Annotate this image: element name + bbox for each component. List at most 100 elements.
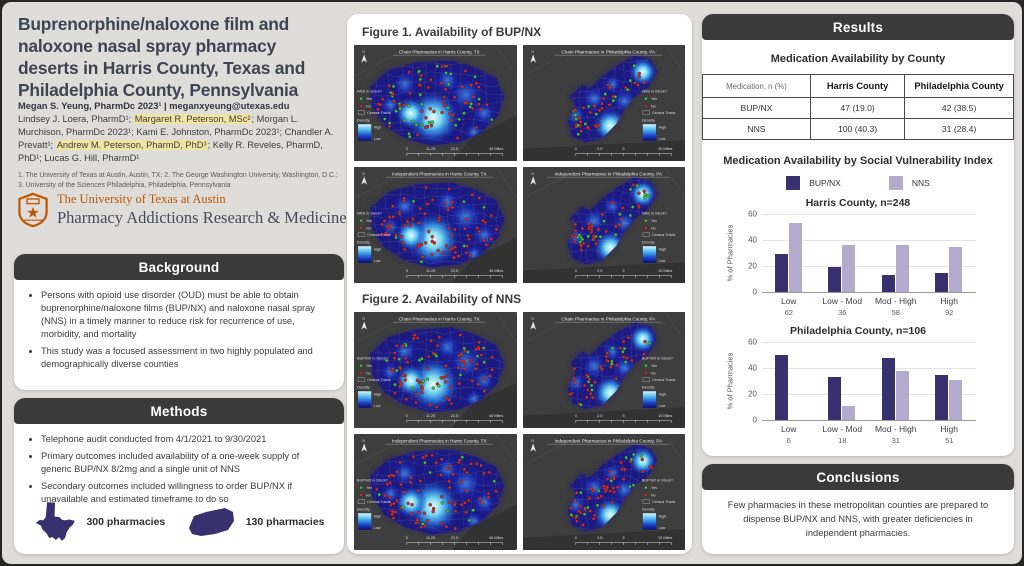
map-philly-fig2-7: Independent Pharmacies in Philadelphia C…: [522, 434, 685, 550]
university-logo: The University of Texas at Austin Pharma…: [16, 192, 347, 228]
svg-text:2.5: 2.5: [597, 268, 602, 273]
table-header-cell: Philadelphia County: [904, 74, 1014, 98]
lead-author-line: Megan S. Yeung, PharmDc 2023¹ | meganxye…: [18, 101, 290, 111]
chart-plot-area: 0 20 40 60: [748, 210, 976, 297]
bar-nns: [949, 379, 963, 420]
x-category-count: 58: [891, 308, 900, 317]
svg-text:Census Tracts: Census Tracts: [367, 500, 390, 504]
gridline: [762, 368, 976, 369]
table-cell: NNS: [702, 118, 811, 140]
svg-text:Yes: Yes: [366, 364, 372, 368]
svg-text:45 Miles: 45 Miles: [489, 413, 503, 418]
svg-text:Yes: Yes: [650, 97, 656, 101]
bar-nns: [895, 370, 909, 420]
svg-text:Yes: Yes: [366, 219, 372, 223]
svg-text:Yes: Yes: [650, 219, 656, 223]
svg-text:Chain Pharmacies in Philadelph: Chain Pharmacies in Philadelphia County,…: [561, 49, 656, 54]
svg-text:Census Tracts: Census Tracts: [651, 111, 674, 115]
svg-text:N: N: [362, 50, 365, 54]
svg-text:N: N: [531, 172, 534, 176]
svg-text:2.5: 2.5: [597, 146, 602, 151]
availability-table-title: Medication Availability by County: [770, 53, 946, 65]
svg-text:No: No: [650, 493, 655, 497]
table-row: BUP/NX 47 (19.0) 42 (38.5): [702, 97, 1014, 119]
svg-text:BUP/NX in Stock?: BUP/NX in Stock?: [641, 478, 673, 483]
highlighted-author: Andrew M. Peterson, PharmD, PhD³: [55, 140, 208, 151]
x-category-label: Low - Mod: [822, 296, 863, 306]
svg-text:High: High: [658, 392, 666, 396]
svg-text:Chain Pharmacies in Harris Cou: Chain Pharmacies in Harris County, TX: [399, 49, 481, 54]
background-header: Background: [14, 254, 344, 280]
map-philly-fig2-5: Chain Pharmacies in Philadelphia County,…: [522, 312, 685, 428]
svg-text:10 Miles: 10 Miles: [658, 268, 672, 273]
conclusions-card: Conclusions Few pharmacies in these metr…: [702, 464, 1014, 554]
svg-text:Low: Low: [374, 526, 381, 530]
chart-legend: BUP/NX NNS: [702, 176, 1014, 190]
svg-text:11.25: 11.25: [426, 413, 435, 418]
logo-line1: The University of Texas at Austin: [57, 192, 226, 206]
x-category-count: 62: [784, 308, 793, 317]
svg-text:Census Tracts: Census Tracts: [367, 111, 390, 115]
conclusions-header: Conclusions: [702, 464, 1014, 490]
map-harris-fig1-0: Chain Pharmacies in Harris County, TX N NN…: [354, 45, 517, 161]
svg-text:Low: Low: [658, 526, 665, 530]
gridline: [762, 266, 976, 267]
svg-text:High: High: [374, 125, 382, 129]
texas-count-label: 300 pharmacies: [86, 516, 166, 528]
svg-text:0: 0: [574, 268, 576, 273]
svg-text:11.25: 11.25: [426, 146, 435, 151]
svg-text:N: N: [531, 50, 534, 54]
svg-text:N: N: [531, 439, 534, 443]
svg-text:Census Tracts: Census Tracts: [651, 500, 674, 504]
svg-text:NNS in Stock?: NNS in Stock?: [641, 89, 667, 94]
svg-text:Low: Low: [658, 404, 665, 408]
svg-text:Density: Density: [641, 507, 654, 512]
svg-text:Density: Density: [357, 507, 370, 512]
svg-text:5: 5: [622, 268, 624, 273]
figure1-map-grid: Chain Pharmacies in Harris County, TX N NN…: [354, 45, 685, 283]
svg-text:45 Miles: 45 Miles: [489, 146, 503, 151]
svg-text:10 Miles: 10 Miles: [658, 535, 672, 540]
map-philly-fig1-3: Independent Pharmacies in Philadelphia C…: [522, 167, 685, 283]
x-category-label: Mod - High: [874, 424, 917, 434]
legend-item-nns: NNS: [888, 176, 930, 190]
x-category-count: 18: [838, 436, 847, 445]
svg-text:22.5: 22.5: [451, 146, 458, 151]
svg-text:Independent Pharmacies in Harr: Independent Pharmacies in Harris County,…: [392, 171, 487, 176]
svg-text:No: No: [366, 104, 371, 108]
chart-title: Harris County, n=248: [805, 197, 911, 209]
svg-text:11.25: 11.25: [426, 535, 435, 540]
philly-count-label: 130 pharmacies: [245, 516, 325, 528]
map-philly-fig1-1: Chain Pharmacies in Philadelphia County,…: [522, 45, 685, 161]
y-axis-label: % of Pharmacies: [725, 224, 735, 282]
bar-nns: [895, 245, 909, 292]
nns-legend-label: NNS: [911, 178, 930, 188]
x-category-count: 36: [838, 308, 847, 317]
svg-text:45 Miles: 45 Miles: [489, 268, 503, 273]
bupnx-legend-label: BUP/NX: [809, 178, 841, 188]
svg-text:Chain Pharmacies in Harris Cou: Chain Pharmacies in Harris County, TX: [399, 316, 481, 321]
svg-text:N: N: [362, 317, 365, 321]
table-cell: 100 (40.3): [809, 118, 906, 140]
svg-text:Low: Low: [374, 137, 381, 141]
philadelphia-county-icon: [188, 508, 234, 536]
svg-text:BUP/NX in Stock?: BUP/NX in Stock?: [357, 356, 389, 361]
results-card: Results Medication Availability by Count…: [702, 14, 1014, 456]
highlighted-author: Margaret R. Peterson, MSc²: [133, 114, 252, 124]
bullet-item: Primary outcomes included availability o…: [41, 450, 331, 476]
svg-text:Low: Low: [658, 259, 665, 263]
map-harris-fig1-2: Independent Pharmacies in Harris County,…: [354, 167, 517, 283]
x-category-label: High: [940, 424, 958, 434]
texas-icon: [36, 502, 76, 541]
x-category-count: 6: [786, 436, 791, 445]
y-tick-label: 40: [748, 363, 757, 373]
svg-text:22.5: 22.5: [451, 535, 458, 540]
svg-text:45 Miles: 45 Miles: [489, 535, 503, 540]
svg-text:Chain Pharmacies in Philadelph: Chain Pharmacies in Philadelphia County,…: [561, 316, 656, 321]
svg-text:High: High: [374, 247, 382, 251]
philadelphia-sample: 130 pharmacies: [185, 506, 325, 538]
bar-bupnx: [774, 254, 788, 292]
svg-text:Density: Density: [357, 385, 370, 390]
nns-swatch: [888, 176, 903, 190]
